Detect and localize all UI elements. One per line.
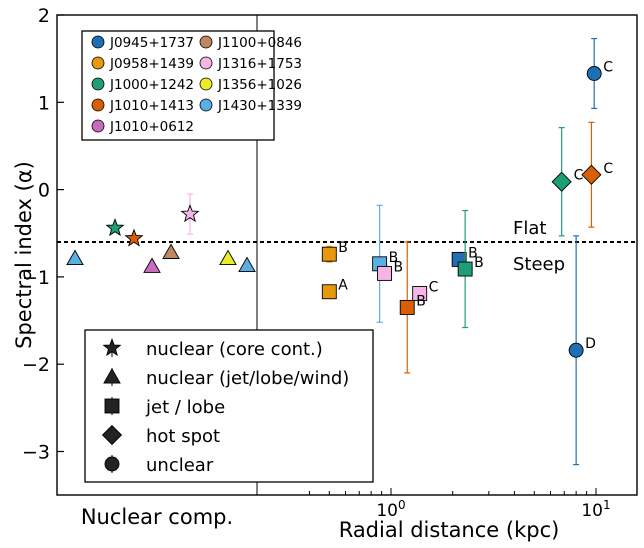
legend-marker-label: nuclear (jet/lobe/wind) <box>146 368 349 389</box>
x-tick-label: 101 <box>581 498 610 521</box>
circle-point <box>568 342 584 358</box>
point-label: B <box>468 245 478 261</box>
plot-frame <box>56 14 638 496</box>
source-legend: J0945+1737 J0958+1439 J1000+1242 J1010+1413… <box>81 30 302 141</box>
legend-marker-label: jet / lobe <box>145 397 225 418</box>
legend-source-label: J0945+1737 <box>109 35 194 51</box>
nuclear-star-point <box>180 204 200 223</box>
y-tick-label: 1 <box>38 92 50 114</box>
point-label: B <box>474 255 484 271</box>
legend-source-label: J1010+0612 <box>109 119 194 135</box>
nuclear-triangle-point <box>219 249 237 266</box>
flat-label: Flat <box>513 218 546 239</box>
square-point <box>399 300 415 315</box>
diamond-point <box>551 171 572 192</box>
square-point <box>457 261 473 277</box>
source-legend-box <box>81 30 275 141</box>
legend-marker-circle <box>91 35 105 49</box>
nuclear-triangle-point <box>143 257 161 273</box>
legend-diamond-icon <box>101 424 123 446</box>
legend-marker-circle <box>199 98 213 112</box>
square-point <box>321 284 337 300</box>
nuclear-star-point <box>124 228 144 247</box>
legend-triangle-icon <box>103 368 121 384</box>
point-label: C <box>429 279 439 295</box>
legend-marker-circle <box>91 77 105 91</box>
point-label: D <box>585 336 596 352</box>
legend-marker-circle <box>91 56 105 70</box>
point-label: C <box>603 59 613 75</box>
point-label: C <box>603 161 613 177</box>
point-label: B <box>416 293 426 309</box>
nuclear-panel-label: Nuclear comp. <box>81 505 233 529</box>
legend-source-label: J1356+1026 <box>217 77 302 93</box>
square-point <box>412 286 428 301</box>
nuclear-star-point <box>105 217 125 237</box>
point-label: B <box>394 259 404 275</box>
legend-source-label: J0958+1439 <box>109 56 194 72</box>
legend-square-icon <box>104 398 120 414</box>
x-tick-label: 100 <box>376 498 405 521</box>
x-axis-label: Radial distance (kpc) <box>339 518 560 542</box>
nuclear-triangle-point <box>66 249 84 266</box>
legend-marker-label: hot spot <box>146 426 220 447</box>
legend-marker-circle <box>199 35 213 49</box>
y-tick-label: 0 <box>38 180 50 202</box>
square-point <box>321 246 337 262</box>
legend-marker-circle <box>199 77 213 91</box>
y-tick-label: −1 <box>22 267 50 289</box>
point-label: A <box>338 278 348 294</box>
nuclear-triangle-point <box>238 256 256 273</box>
square-point <box>377 265 392 281</box>
nuclear-triangle-point <box>162 243 180 259</box>
legend-marker-label: nuclear (core cont.) <box>146 339 323 360</box>
legend-source-label: J1430+1339 <box>217 98 302 114</box>
legend-star-icon <box>102 337 122 357</box>
legend-marker-circle <box>91 98 105 112</box>
y-axis-label: Spectral index (α) <box>12 161 36 349</box>
y-tick-label: 2 <box>38 5 50 27</box>
circle-point <box>586 66 602 81</box>
diamond-point <box>581 164 602 185</box>
point-label: B <box>389 250 399 266</box>
point-label: B <box>338 240 348 256</box>
legend-marker-circle <box>199 56 213 70</box>
y-tick-label: −2 <box>22 354 50 376</box>
legend-circle-icon <box>104 456 120 472</box>
marker-legend-box <box>84 329 374 483</box>
legend-source-label: J1010+1413 <box>109 98 194 114</box>
legend-source-label: J1100+0846 <box>217 35 302 51</box>
legend-source-label: J1316+1753 <box>217 56 302 72</box>
legend-source-label: J1000+1242 <box>109 77 194 93</box>
legend-marker-circle <box>91 119 105 133</box>
y-tick-label: −3 <box>22 442 50 464</box>
steep-label: Steep <box>513 254 565 275</box>
legend-marker-label: unclear <box>146 455 214 476</box>
point-label: C <box>574 168 584 184</box>
marker-legend: nuclear (core cont.) nuclear (jet/lobe/wi… <box>84 329 374 483</box>
